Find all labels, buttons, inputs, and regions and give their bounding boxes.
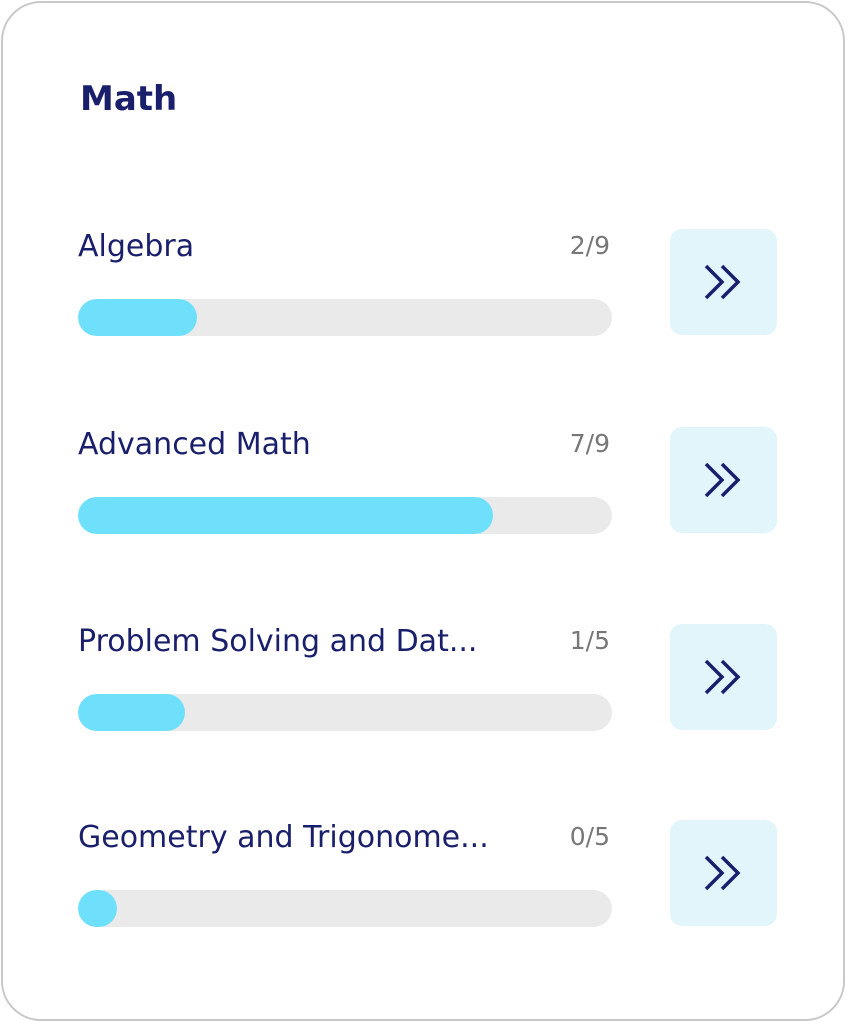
topic-row: Algebra 2/9 (78, 229, 778, 339)
open-topic-button[interactable] (670, 624, 777, 730)
progress-fill (78, 694, 185, 731)
progress-fill (78, 497, 494, 534)
progress-bar (78, 299, 612, 336)
card-title: Math (80, 79, 178, 119)
double-chevron-right-icon (704, 659, 740, 695)
double-chevron-right-icon (704, 855, 740, 891)
open-topic-button[interactable] (670, 427, 777, 533)
progress-bar (78, 497, 612, 534)
progress-bar (78, 694, 612, 731)
double-chevron-right-icon (704, 462, 740, 498)
topic-label: Algebra (78, 229, 195, 264)
topic-label: Geometry and Trigonome... (78, 820, 489, 855)
topic-row: Geometry and Trigonome... 0/5 (78, 820, 778, 930)
progress-fill (78, 299, 197, 336)
topic-row: Problem Solving and Dat... 1/5 (78, 624, 778, 734)
topic-label: Problem Solving and Dat... (78, 624, 478, 659)
double-chevron-right-icon (704, 264, 740, 300)
open-topic-button[interactable] (670, 820, 777, 926)
topic-count: 2/9 (569, 231, 610, 260)
open-topic-button[interactable] (670, 229, 777, 335)
topic-count: 1/5 (569, 626, 610, 655)
topic-row: Advanced Math 7/9 (78, 427, 778, 537)
topic-count: 0/5 (569, 822, 610, 851)
progress-fill (78, 890, 117, 927)
topic-count: 7/9 (569, 429, 610, 458)
progress-bar (78, 890, 612, 927)
topic-label: Advanced Math (78, 427, 311, 462)
